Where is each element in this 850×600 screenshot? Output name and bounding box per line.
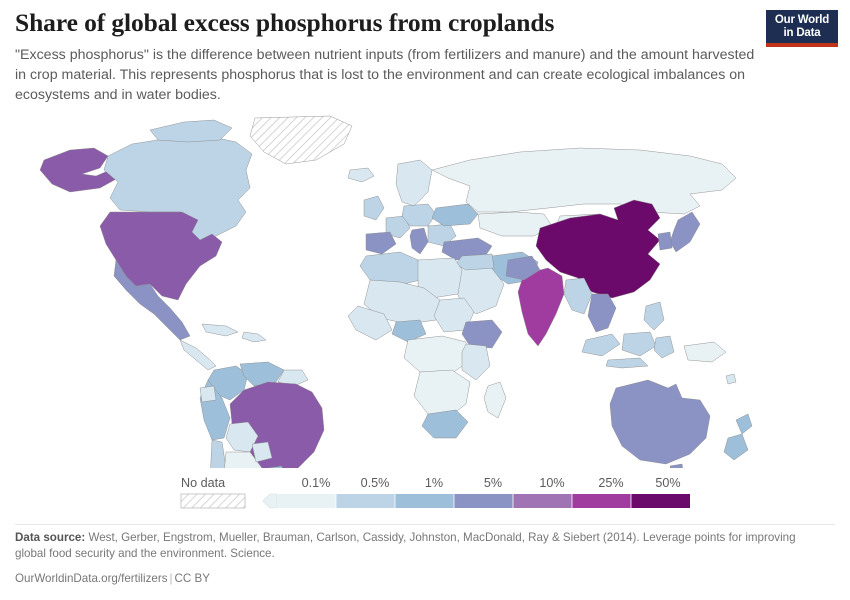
country-korea[interactable] (657, 231, 673, 251)
country-spain-portugal[interactable] (365, 231, 397, 255)
legend-bin-3[interactable] (454, 494, 513, 508)
country-nigeria[interactable] (391, 319, 427, 343)
country-paraguay[interactable] (251, 441, 273, 463)
country-south-africa[interactable] (421, 409, 469, 439)
country-tasmania[interactable] (669, 463, 684, 468)
country-indonesia-java[interactable] (605, 357, 649, 369)
country-new-zealand[interactable] (723, 413, 753, 461)
country-morocco-algeria[interactable] (359, 251, 421, 287)
country-pacific-islands[interactable] (725, 373, 737, 385)
legend-tick-label-1: 0.5% (361, 476, 390, 490)
footer-separator: | (169, 571, 173, 585)
country-indonesia-borneo[interactable] (621, 331, 657, 357)
country-central-america[interactable] (179, 339, 217, 371)
legend-bin-5[interactable] (572, 494, 631, 508)
world-choropleth-map[interactable] (0, 108, 850, 468)
country-guyanas[interactable] (277, 369, 309, 387)
country-west-africa[interactable] (347, 305, 393, 341)
country-pakistan[interactable] (505, 255, 541, 281)
country-uk-ireland[interactable] (363, 195, 385, 221)
data-source-line: Data source: West, Gerber, Engstrom, Mue… (15, 530, 815, 563)
owid-url-link[interactable]: OurWorldinData.org/fertilizers (15, 571, 168, 585)
country-russia[interactable] (431, 147, 737, 215)
country-mexico[interactable] (113, 259, 191, 341)
legend-tick-label-5: 25% (598, 476, 623, 490)
country-ukraine[interactable] (431, 203, 479, 227)
country-france[interactable] (385, 215, 411, 239)
legend-tick-label-0: 0.1% (302, 476, 331, 490)
country-argentina[interactable] (222, 451, 266, 468)
country-indonesia-sulawesi[interactable] (653, 335, 675, 359)
country-australia[interactable] (609, 379, 711, 465)
legend-bin-6[interactable] (631, 494, 690, 508)
legend-tick-label-2: 1% (425, 476, 443, 490)
country-china[interactable] (535, 199, 661, 299)
country-iceland[interactable] (347, 167, 375, 183)
owid-logo-line2: in Data (783, 26, 821, 39)
data-source-text: West, Gerber, Engstrom, Mueller, Brauman… (15, 531, 796, 561)
country-ecuador[interactable] (199, 385, 217, 403)
country-scandinavia[interactable] (395, 159, 433, 207)
country-japan[interactable] (669, 211, 701, 253)
country-southern-africa[interactable] (413, 369, 471, 419)
country-philippines[interactable] (643, 301, 665, 331)
owid-logo-line1: Our World (774, 14, 830, 26)
data-source-label: Data source: (15, 531, 86, 544)
country-papua-new-guinea[interactable] (683, 341, 727, 363)
legend-bin-4[interactable] (513, 494, 572, 508)
legend-no-data-swatch[interactable] (180, 493, 246, 509)
country-indonesia-sumatra[interactable] (581, 333, 621, 357)
country-uruguay[interactable] (267, 465, 284, 468)
country-canada-arctic[interactable] (149, 119, 233, 143)
country-libya-egypt[interactable] (417, 257, 463, 299)
country-sahel[interactable] (363, 279, 441, 325)
page-title: Share of global excess phosphorus from c… (15, 8, 555, 37)
footer-divider (15, 524, 835, 525)
country-iraq-syria[interactable] (455, 253, 495, 271)
legend-bin-2[interactable] (395, 494, 454, 508)
license-label[interactable]: CC BY (174, 571, 210, 585)
country-chile[interactable] (210, 439, 228, 468)
chart-subtitle: "Excess phosphorus" is the difference be… (15, 47, 755, 103)
country-alaska[interactable] (39, 147, 119, 193)
legend-bin-1[interactable] (336, 494, 395, 508)
country-madagascar[interactable] (483, 381, 507, 419)
owid-logo[interactable]: Our World in Data (766, 10, 838, 47)
legend-tick-label-4: 10% (539, 476, 564, 490)
chart-footer: Data source: West, Gerber, Engstrom, Mue… (15, 530, 815, 585)
country-bangladesh-myanmar[interactable] (563, 277, 593, 315)
legend-bin-0[interactable] (277, 494, 336, 508)
country-thailand-indochina[interactable] (587, 293, 617, 333)
country-ethiopia[interactable] (461, 319, 503, 349)
country-canada[interactable] (103, 135, 253, 243)
country-germany-poland[interactable] (401, 203, 437, 227)
map-legend: No data 0.1% 0.5% 1% 5% 10% 25% (0, 470, 850, 518)
country-italy[interactable] (409, 227, 429, 255)
chart-header: Share of global excess phosphorus from c… (15, 8, 760, 105)
country-east-africa[interactable] (461, 343, 491, 381)
legend-bin-arrow-cap (262, 493, 278, 509)
country-cuba[interactable] (201, 323, 239, 337)
country-venezuela[interactable] (239, 361, 285, 387)
country-central-africa[interactable] (403, 335, 469, 377)
legend-tick-label-3: 5% (484, 476, 502, 490)
footer-link-line: OurWorldinData.org/fertilizers | CC BY (15, 572, 815, 585)
country-greenland[interactable] (249, 115, 353, 165)
legend-tick-label-6: 50% (655, 476, 680, 490)
country-india[interactable] (517, 267, 565, 347)
legend-no-data-label: No data (181, 476, 225, 490)
country-caribbean[interactable] (241, 331, 267, 343)
